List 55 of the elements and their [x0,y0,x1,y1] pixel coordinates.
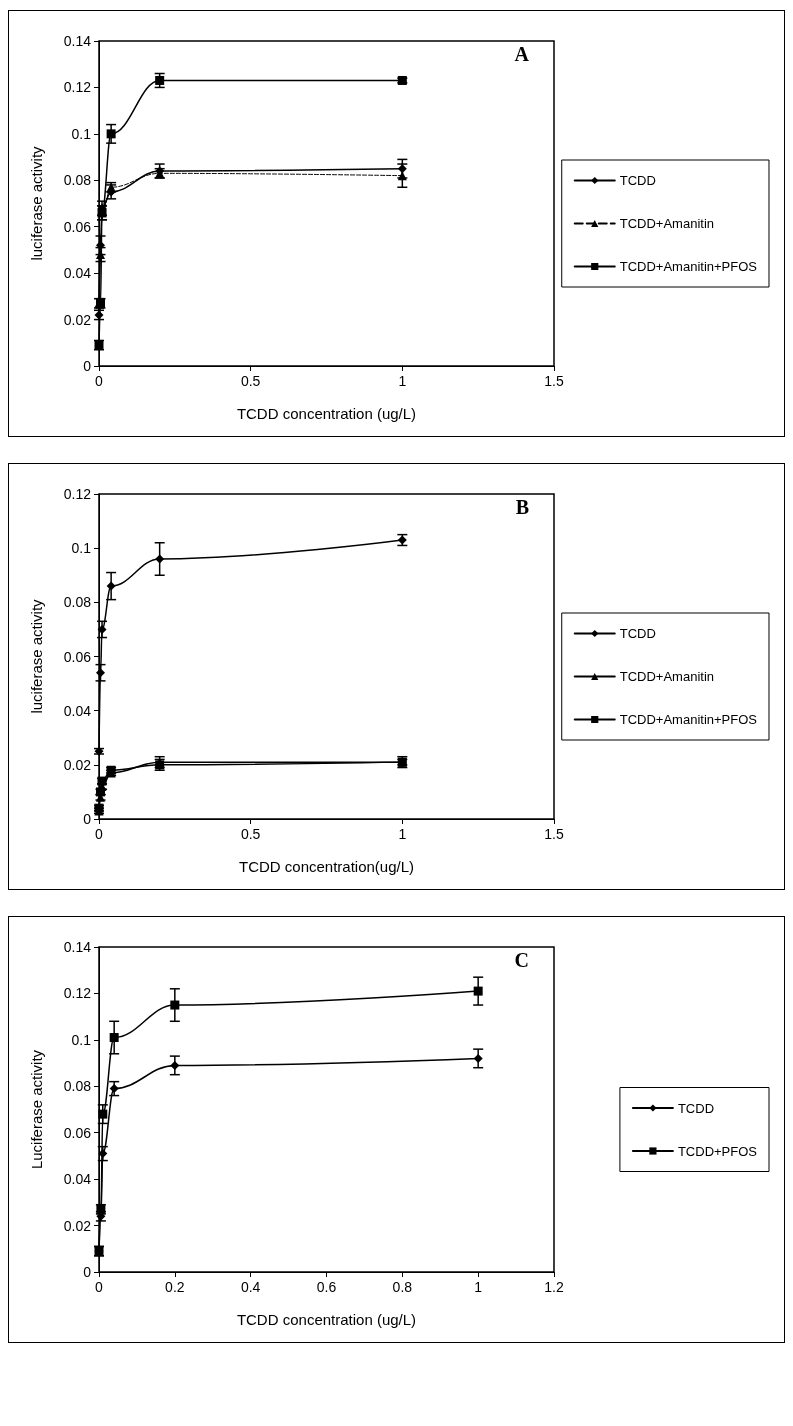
x-tick-label: 0.5 [240,826,261,842]
y-tick-label: 0.08 [63,172,92,189]
chart-title: C [514,949,530,971]
y-tick-label: 0.06 [63,1124,92,1141]
x-tick-label: 0.2 [165,1279,185,1295]
legend-label: TCDD+PFOS [677,1143,758,1159]
x-tick-label: 0 [95,1279,104,1295]
y-tick-label: 0.1 [71,1031,92,1048]
y-tick-label: 0.06 [63,648,92,665]
chart-title: B [515,496,529,518]
y-tick-label: 0.12 [63,985,92,1002]
y-tick-label: 0.02 [63,1217,92,1234]
y-tick-label: 0.04 [63,1171,92,1188]
y-tick-label: 0.02 [63,311,92,328]
y-tick-label: 0.04 [63,702,92,719]
x-tick-label: 0.5 [240,373,261,389]
y-tick-label: 0.1 [71,125,92,142]
x-tick-label: 0.4 [240,1279,261,1295]
x-tick-label: 0 [95,826,104,842]
legend-label: TCDD+Amanitin+PFOS [619,712,758,727]
y-tick-label: 0.08 [63,1078,92,1095]
y-tick-label: 0 [83,358,92,374]
chart-title: A [514,43,530,65]
x-tick-label: 1 [398,373,407,389]
y-tick-label: 0.08 [63,594,92,611]
y-tick-label: 0 [83,1264,92,1280]
y-tick-label: 0.06 [63,218,92,235]
x-tick-label: 0 [95,373,104,389]
x-axis-title: TCDD concentration (ug/L) [236,405,417,422]
x-tick-label: 1.5 [544,826,564,842]
legend-label: TCDD+Amanitin [619,669,715,684]
legend-label: TCDD [619,626,656,641]
legend-label: TCDD+Amanitin [619,216,715,231]
x-tick-label: 1.5 [544,373,564,389]
x-axis-title: TCDD concentration (ug/L) [236,1311,417,1328]
x-tick-label: 1 [474,1279,483,1295]
legend-label: TCDD [677,1100,715,1116]
x-tick-label: 0.8 [392,1279,413,1295]
x-tick-label: 1 [398,826,407,842]
y-tick-label: 0.12 [63,79,92,96]
y-tick-label: 0.14 [63,939,92,955]
y-tick-label: 0.1 [71,540,92,557]
y-axis-title: luciferase activity [28,598,45,714]
y-axis-title: Luciferase activity [28,1049,45,1170]
x-tick-label: 1.2 [544,1279,564,1295]
x-axis-title: TCDD concentration(ug/L) [238,858,415,875]
y-tick-label: 0.12 [63,486,92,502]
y-tick-label: 0 [83,811,92,827]
legend-label: TCDD+Amanitin+PFOS [619,259,758,274]
y-tick-label: 0.02 [63,756,92,773]
legend-label: TCDD [619,173,656,188]
y-tick-label: 0.14 [63,33,92,49]
y-axis-title: luciferase activity [28,145,45,261]
y-tick-label: 0.04 [63,265,92,282]
x-tick-label: 0.6 [316,1279,337,1295]
